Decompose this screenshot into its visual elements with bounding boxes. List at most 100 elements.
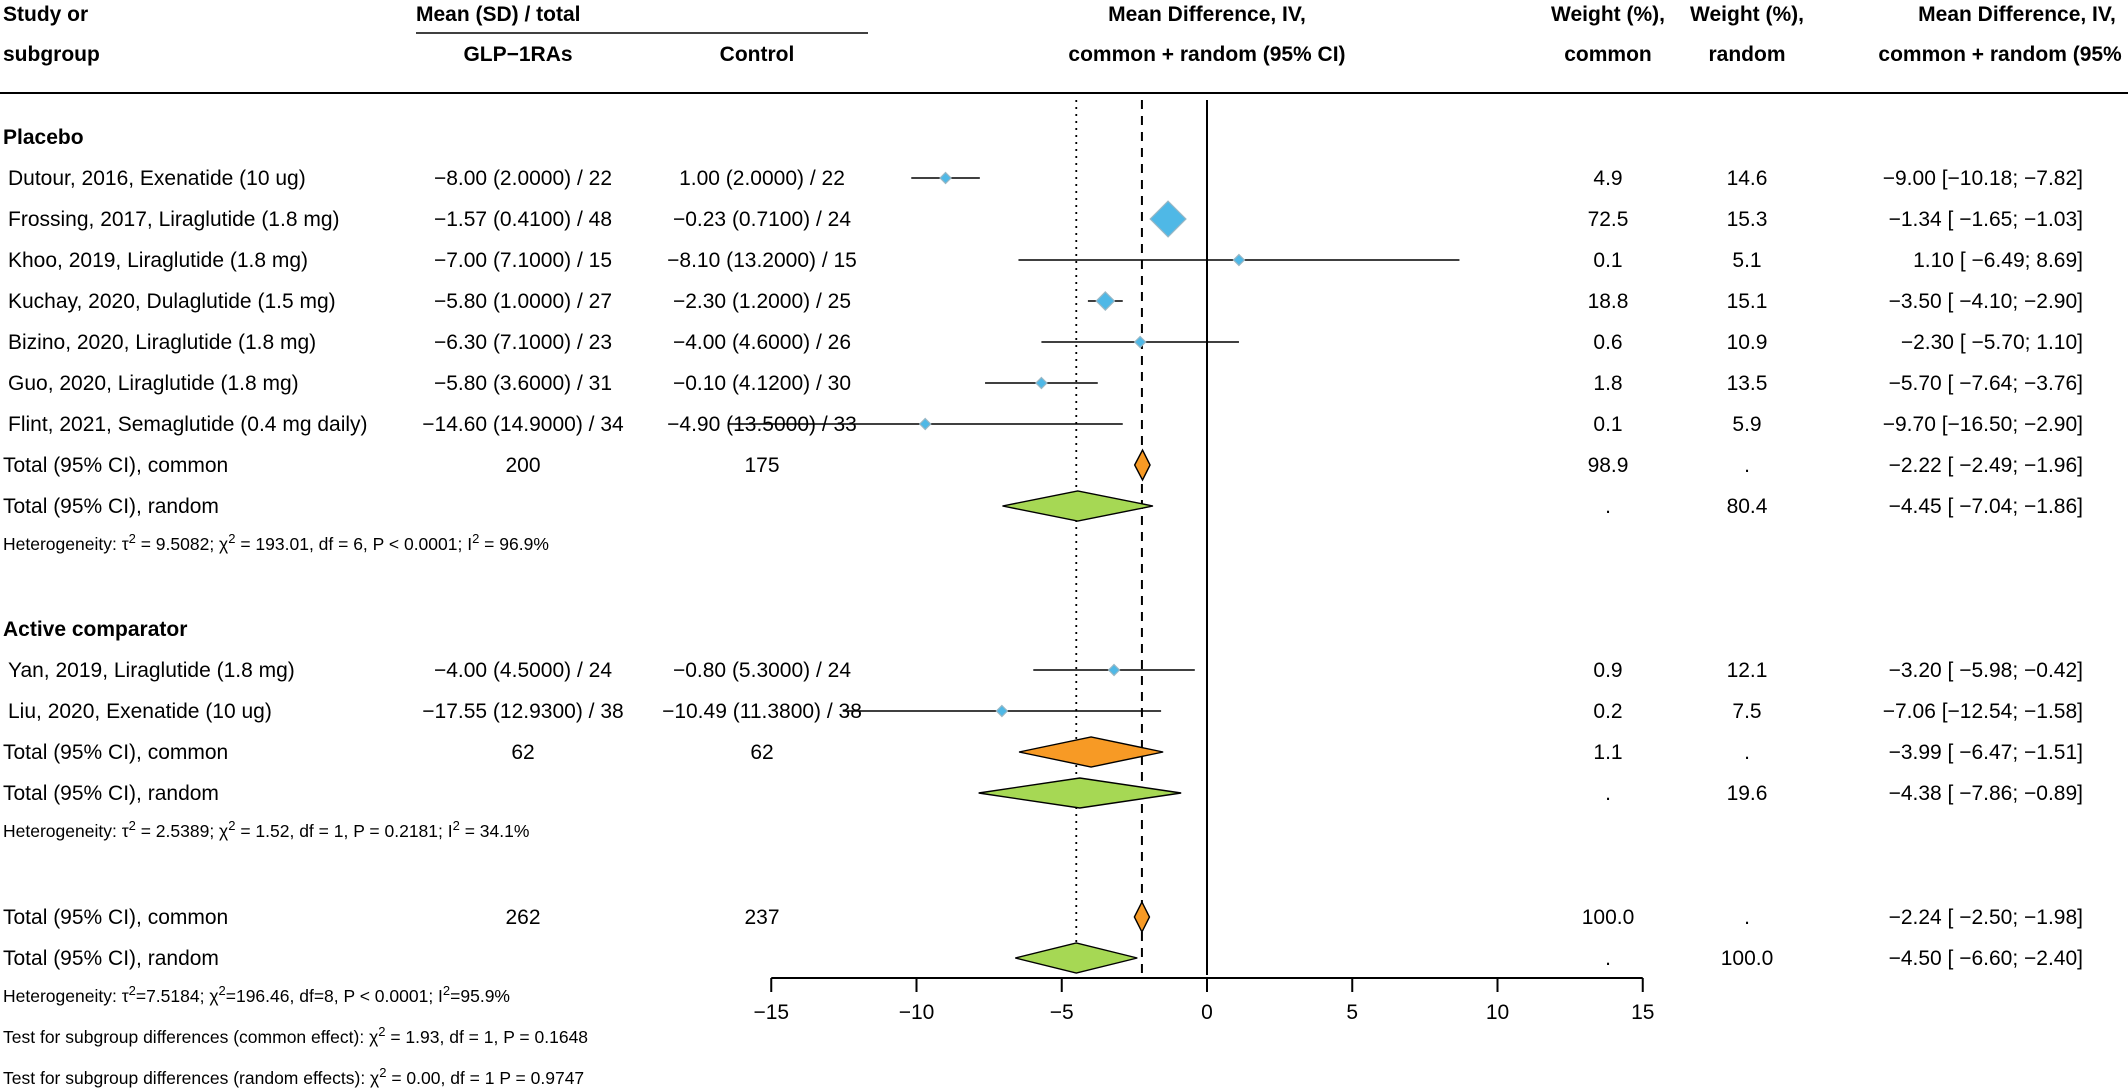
study-glp-1-0: −4.00 (4.5000) / 24	[434, 659, 612, 682]
header-weight-random-line2: random	[1708, 43, 1785, 66]
study-ci-0-2: 1.10 [ −6.49; 8.69]	[1913, 249, 2083, 272]
study-point-0-4	[1133, 335, 1147, 349]
x-tick-label-5: 10	[1486, 1001, 1509, 1024]
study-point-0-3	[1095, 291, 1116, 311]
study-weight-common-1-1: 0.2	[1593, 700, 1622, 723]
heterogeneity-0: Heterogeneity: τ2 = 9.5082; χ2 = 193.01,…	[3, 531, 549, 554]
header-md-line2: common + random (95% CI)	[1068, 43, 1345, 66]
study-label-0-1: Frossing, 2017, Liraglutide (1.8 mg)	[8, 208, 340, 231]
total-common-weight-common-0: 98.9	[1588, 454, 1629, 477]
subgroup-title-0: Placebo	[3, 126, 84, 149]
total-random-weight-common-0: .	[1605, 495, 1611, 518]
study-control-0-4: −4.00 (4.6000) / 26	[673, 331, 851, 354]
total-common-weight-random-overall: .	[1744, 906, 1750, 929]
total-common-weight-common-overall: 100.0	[1582, 906, 1635, 929]
study-glp-0-2: −7.00 (7.1000) / 15	[434, 249, 612, 272]
study-weight-random-1-0: 12.1	[1727, 659, 1768, 682]
total-random-label-0: Total (95% CI), random	[3, 495, 219, 518]
subgroup-test-1: Test for subgroup differences (random ef…	[3, 1065, 584, 1088]
heterogeneity-1: Heterogeneity: τ2 = 2.5389; χ2 = 1.52, d…	[3, 818, 529, 841]
study-weight-random-1-1: 7.5	[1732, 700, 1761, 723]
header-weight-random-line1: Weight (%),	[1690, 3, 1804, 26]
total-random-ci-0: −4.45 [ −7.04; −1.86]	[1889, 495, 2083, 518]
study-label-0-3: Kuchay, 2020, Dulaglutide (1.5 mg)	[8, 290, 336, 313]
study-point-0-2	[1232, 253, 1246, 267]
total-common-glp-0: 200	[505, 454, 540, 477]
study-label-0-5: Guo, 2020, Liraglutide (1.8 mg)	[8, 372, 299, 395]
total-random-diamond-overall	[1015, 942, 1138, 974]
total-random-label-overall: Total (95% CI), random	[3, 947, 219, 970]
total-common-label-overall: Total (95% CI), common	[3, 906, 228, 929]
study-ci-0-4: −2.30 [ −5.70; 1.10]	[1901, 331, 2083, 354]
total-common-ci-0: −2.22 [ −2.49; −1.96]	[1889, 454, 2083, 477]
study-control-0-5: −0.10 (4.1200) / 30	[673, 372, 851, 395]
study-control-1-1: −10.49 (11.3800) / 38	[662, 700, 862, 723]
study-ci-0-1: −1.34 [ −1.65; −1.03]	[1889, 208, 2083, 231]
study-control-0-3: −2.30 (1.2000) / 25	[673, 290, 851, 313]
study-weight-common-0-6: 0.1	[1593, 413, 1622, 436]
study-label-0-6: Flint, 2021, Semaglutide (0.4 mg daily)	[8, 413, 368, 436]
header-control: Control	[720, 43, 795, 66]
study-point-1-1	[995, 704, 1009, 718]
total-common-diamond-overall	[1133, 900, 1151, 934]
study-control-0-0: 1.00 (2.0000) / 22	[679, 167, 845, 190]
x-tick-label-3: 0	[1201, 1001, 1213, 1024]
study-label-0-4: Bizino, 2020, Liraglutide (1.8 mg)	[8, 331, 316, 354]
header-meansd: Mean (SD) / total	[416, 3, 581, 26]
study-control-0-1: −0.23 (0.7100) / 24	[673, 208, 851, 231]
total-random-weight-common-1: .	[1605, 782, 1611, 805]
total-common-glp-1: 62	[511, 741, 534, 764]
total-random-weight-random-1: 19.6	[1727, 782, 1768, 805]
study-weight-common-0-4: 0.6	[1593, 331, 1622, 354]
total-common-diamond-1	[1018, 736, 1164, 768]
header-weight-common-line1: Weight (%),	[1551, 3, 1665, 26]
x-axis: −15 −10 −5 0 5 10 15	[753, 977, 1654, 1024]
study-label-0-2: Khoo, 2019, Liraglutide (1.8 mg)	[8, 249, 308, 272]
x-tick-label-2: −5	[1050, 1001, 1074, 1024]
study-weight-common-0-3: 18.8	[1588, 290, 1629, 313]
total-common-weight-random-1: .	[1744, 741, 1750, 764]
study-glp-0-4: −6.30 (7.1000) / 23	[434, 331, 612, 354]
subgroup-title-1: Active comparator	[3, 618, 187, 641]
total-common-control-1: 62	[750, 741, 773, 764]
table-rows: Placebo Dutour, 2016, Exenatide (10 ug) −8…	[3, 126, 2083, 1088]
total-common-label-1: Total (95% CI), common	[3, 741, 228, 764]
study-weight-common-1-0: 0.9	[1593, 659, 1622, 682]
study-point-0-6	[918, 417, 932, 431]
study-control-0-6: −4.90 (13.5000) / 33	[667, 413, 857, 436]
x-tick-label-1: −10	[899, 1001, 935, 1024]
study-control-0-2: −8.10 (13.2000) / 15	[667, 249, 857, 272]
subgroup-test-0: Test for subgroup differences (common ef…	[3, 1024, 588, 1047]
study-weight-random-0-0: 14.6	[1727, 167, 1768, 190]
total-random-diamond-0	[1002, 490, 1154, 522]
study-label-1-0: Yan, 2019, Liraglutide (1.8 mg)	[8, 659, 295, 682]
total-random-ci-overall: −4.50 [ −6.60; −2.40]	[1889, 947, 2083, 970]
study-weight-common-0-5: 1.8	[1593, 372, 1622, 395]
study-weight-random-0-4: 10.9	[1727, 331, 1768, 354]
study-weight-common-0-0: 4.9	[1593, 167, 1622, 190]
table-header: Study or subgroup Mean (SD) / total GLP−…	[0, 3, 2128, 94]
header-study-line2: subgroup	[3, 43, 100, 66]
header-glp: GLP−1RAs	[463, 43, 572, 66]
total-common-ci-overall: −2.24 [ −2.50; −1.98]	[1889, 906, 2083, 929]
total-random-diamond-1	[978, 777, 1182, 809]
study-ci-0-6: −9.70 [−16.50; −2.90]	[1883, 413, 2083, 436]
total-random-weight-common-overall: .	[1605, 947, 1611, 970]
study-point-0-5	[1035, 376, 1048, 390]
study-ci-0-5: −5.70 [ −7.64; −3.76]	[1889, 372, 2083, 395]
study-weight-random-0-1: 15.3	[1727, 208, 1768, 231]
study-weight-random-0-3: 15.1	[1727, 290, 1768, 313]
total-common-weight-random-0: .	[1744, 454, 1750, 477]
study-glp-0-3: −5.80 (1.0000) / 27	[434, 290, 612, 313]
study-label-1-1: Liu, 2020, Exenatide (10 ug)	[8, 700, 272, 723]
header-ci-line1: Mean Difference, IV,	[1918, 3, 2116, 26]
study-weight-random-0-5: 13.5	[1727, 372, 1768, 395]
total-common-label-0: Total (95% CI), common	[3, 454, 228, 477]
study-ci-0-0: −9.00 [−10.18; −7.82]	[1883, 167, 2083, 190]
total-random-weight-random-0: 80.4	[1727, 495, 1768, 518]
study-weight-random-0-6: 5.9	[1732, 413, 1761, 436]
reference-lines	[1075, 100, 1208, 975]
total-random-label-1: Total (95% CI), random	[3, 782, 219, 805]
header-weight-common-line2: common	[1564, 43, 1652, 66]
header-ci-line2: common + random (95% CI)	[1878, 43, 2128, 66]
